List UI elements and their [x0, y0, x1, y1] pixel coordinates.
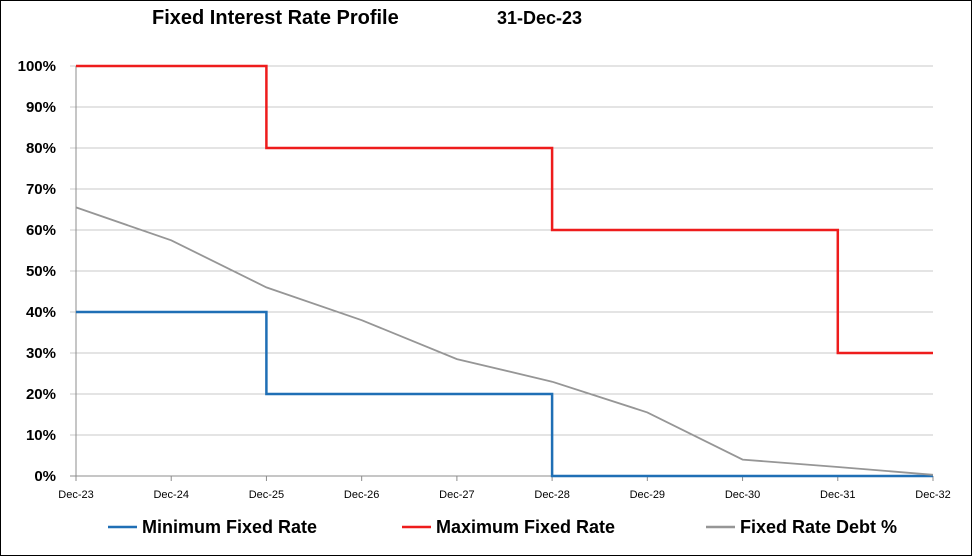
series-line-maximum-fixed-rate	[76, 64, 933, 355]
series-lines	[75, 64, 934, 478]
series-line-fixed-rate-debt	[75, 206, 934, 476]
series-line-minimum-fixed-rate	[76, 310, 933, 478]
x-tick-label: Dec-31	[820, 489, 855, 501]
x-tick-label: Dec-28	[534, 489, 569, 501]
y-axis-ticks: 0% 10% 20% 30% 40% 50% 60% 70% 80% 90% 100%	[18, 58, 56, 485]
x-tick-label: Dec-24	[153, 489, 188, 501]
y-tick-label: 10%	[26, 427, 56, 444]
y-tick-label: 80%	[26, 140, 56, 157]
x-axis-ticks: Dec-23 Dec-24 Dec-25 Dec-26 Dec-27 Dec-28 Dec-…	[58, 476, 951, 501]
x-tick-label: Dec-32	[915, 489, 950, 501]
x-tick-label: Dec-23	[58, 489, 93, 501]
y-tick-label: 90%	[26, 99, 56, 116]
gridlines	[70, 65, 933, 477]
x-tick-label: Dec-27	[439, 489, 474, 501]
legend-label: Fixed Rate Debt %	[740, 517, 897, 537]
y-tick-label: 40%	[26, 304, 56, 321]
y-tick-label: 20%	[26, 386, 56, 403]
y-tick-label: 50%	[26, 263, 56, 280]
x-tick-label: Dec-30	[725, 489, 760, 501]
x-tick-label: Dec-25	[249, 489, 284, 501]
y-tick-label: 0%	[34, 468, 56, 485]
legend-label: Maximum Fixed Rate	[436, 517, 615, 537]
legend: Minimum Fixed Rate Maximum Fixed Rate Fixe…	[108, 517, 897, 537]
x-tick-label: Dec-29	[630, 489, 665, 501]
x-tick-label: Dec-26	[344, 489, 379, 501]
legend-label: Minimum Fixed Rate	[142, 517, 317, 537]
report-date: 31-Dec-23	[497, 8, 583, 28]
y-tick-label: 60%	[26, 222, 56, 239]
y-tick-label: 100%	[18, 58, 56, 75]
y-tick-label: 30%	[26, 345, 56, 362]
chart-title: Fixed Interest Rate Profile	[152, 7, 399, 29]
y-tick-label: 70%	[26, 181, 56, 198]
